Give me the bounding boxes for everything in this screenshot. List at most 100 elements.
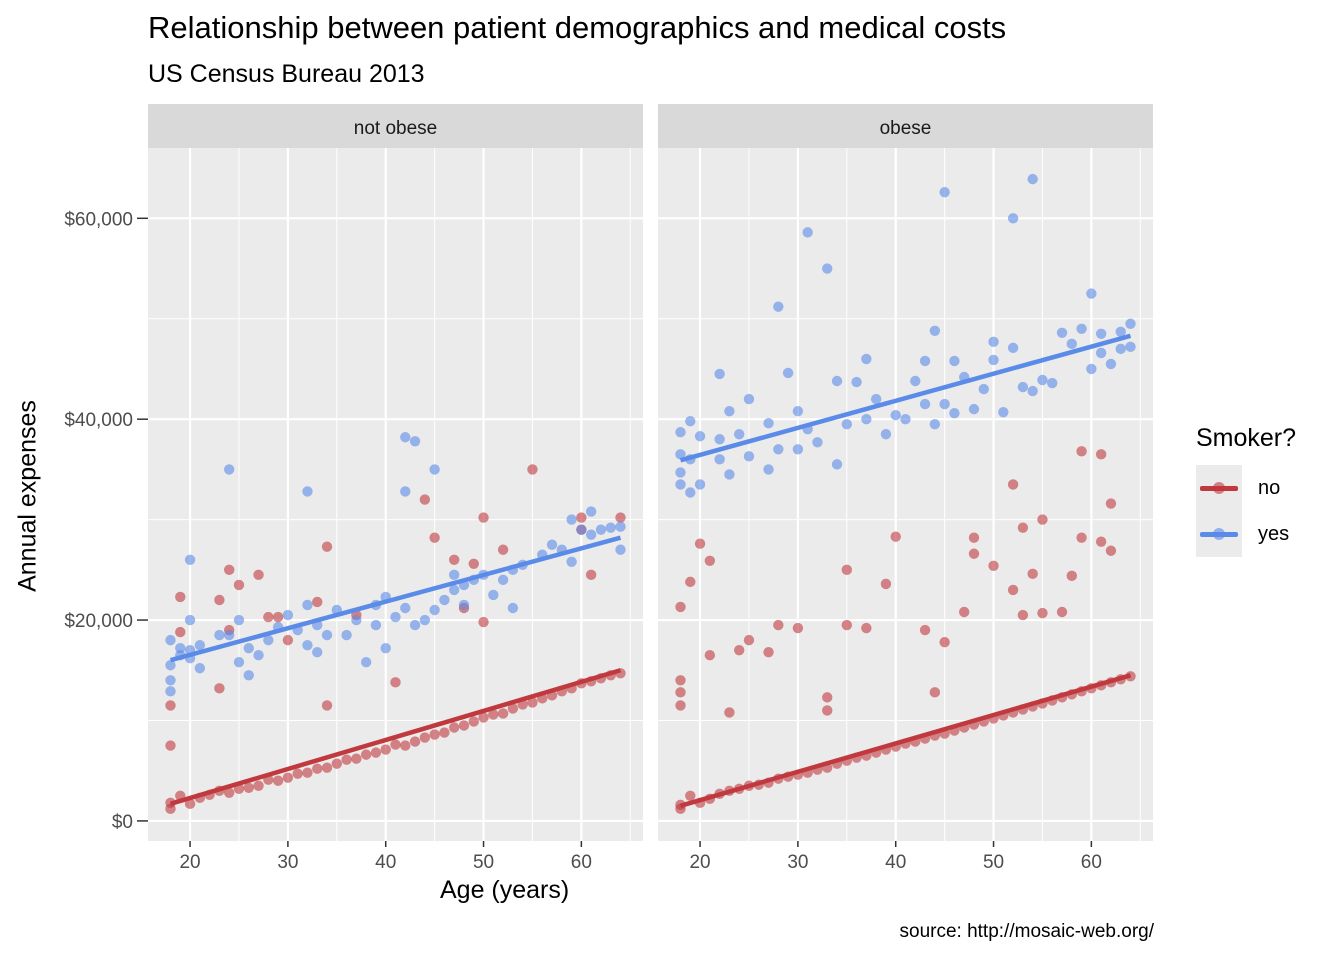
data-point-yes: [370, 619, 382, 631]
data-point-yes: [841, 418, 853, 430]
data-point-no: [1037, 607, 1048, 619]
data-point-no: [576, 512, 587, 523]
data-point-yes: [615, 521, 626, 532]
data-point-yes: [488, 589, 499, 601]
data-point-no: [1076, 446, 1087, 457]
data-point-no: [419, 494, 431, 505]
data-point-no: [448, 554, 460, 565]
data-point-yes: [675, 479, 686, 490]
data-point-yes: [400, 486, 411, 497]
data-point-yes: [890, 409, 901, 421]
data-point-yes: [724, 405, 735, 417]
data-point-no: [302, 767, 313, 778]
trend-line-no: [169, 668, 622, 806]
data-point-yes: [233, 657, 245, 668]
data-point-yes: [223, 629, 235, 641]
data-point-yes: [1056, 327, 1068, 338]
data-point-no: [861, 622, 872, 634]
panel-background: [148, 148, 643, 841]
data-point-yes: [184, 554, 196, 565]
data-point-yes: [497, 574, 509, 586]
data-point-yes: [576, 524, 587, 535]
facet-label: not obese: [354, 118, 437, 139]
data-point-no: [390, 677, 401, 688]
data-point-yes: [763, 417, 774, 429]
x-tick-label: 20: [179, 852, 200, 873]
x-tick-label: 30: [277, 852, 298, 873]
x-axis-label: Age (years): [440, 876, 570, 904]
facet-strip: [658, 104, 1153, 148]
data-point-no: [448, 722, 460, 733]
data-point-no: [468, 716, 479, 727]
data-point-no: [1027, 568, 1038, 580]
data-point-yes: [321, 629, 333, 641]
data-point-yes: [615, 544, 626, 555]
data-point-yes: [792, 444, 804, 455]
x-tick-label: 20: [689, 852, 710, 873]
data-point-yes: [714, 434, 725, 445]
legend-key-yes: [1196, 511, 1242, 557]
data-point-no: [351, 753, 362, 764]
data-point-no: [282, 772, 294, 783]
data-point-no: [175, 626, 186, 638]
x-tick-label: 60: [571, 852, 592, 873]
data-point-no: [1017, 522, 1029, 533]
data-point-no: [468, 558, 479, 569]
facet-label: obese: [880, 118, 932, 139]
data-point-no: [263, 611, 274, 623]
data-point-yes: [439, 594, 450, 606]
data-point-yes: [870, 393, 882, 405]
data-point-yes: [165, 634, 176, 646]
data-point-no: [223, 787, 235, 798]
data-point-no: [988, 560, 999, 572]
data-point-yes: [429, 464, 440, 475]
data-point-no: [439, 727, 450, 738]
data-point-yes: [782, 367, 794, 379]
data-point-yes: [802, 227, 813, 238]
data-point-yes: [1047, 377, 1058, 389]
data-point-yes: [1105, 358, 1117, 370]
data-point-no: [497, 708, 509, 719]
data-point-yes: [1027, 385, 1038, 397]
data-point-yes: [302, 599, 313, 611]
data-point-yes: [263, 634, 274, 646]
data-point-yes: [585, 506, 597, 517]
data-point-no: [165, 700, 176, 711]
data-point-yes: [409, 619, 421, 631]
data-point-no: [890, 531, 901, 542]
data-point-no: [724, 707, 735, 718]
data-point-yes: [773, 301, 784, 312]
data-point-no: [968, 532, 980, 543]
data-point-no: [253, 569, 264, 581]
trend-line-yes: [169, 535, 622, 663]
data-point-no: [675, 687, 686, 698]
data-point-no: [478, 616, 489, 628]
data-point-no: [272, 611, 284, 623]
data-point-no: [341, 754, 352, 765]
data-point-no: [488, 709, 499, 720]
data-point-yes: [458, 599, 470, 611]
data-point-no: [1037, 514, 1048, 525]
data-point-no: [694, 538, 706, 549]
data-point-no: [704, 649, 716, 661]
data-point-yes: [302, 639, 313, 651]
x-tick-label: 60: [1081, 852, 1102, 873]
data-point-no: [253, 780, 264, 791]
data-point-yes: [409, 436, 421, 447]
data-point-yes: [566, 514, 577, 525]
legend-label-yes: yes: [1258, 522, 1290, 545]
data-point-yes: [1027, 173, 1038, 185]
data-point-yes: [792, 405, 804, 417]
chart-subtitle: US Census Bureau 2013: [148, 60, 425, 88]
data-point-yes: [694, 431, 706, 442]
data-point-no: [223, 564, 235, 576]
data-point-yes: [910, 375, 921, 387]
data-point-no: [675, 675, 686, 686]
data-point-no: [243, 782, 254, 793]
data-point-no: [400, 740, 411, 751]
data-point-no: [165, 803, 176, 815]
data-point-yes: [743, 451, 755, 462]
data-point-no: [968, 548, 980, 559]
panel-background: [658, 148, 1153, 841]
data-point-no: [527, 464, 538, 475]
